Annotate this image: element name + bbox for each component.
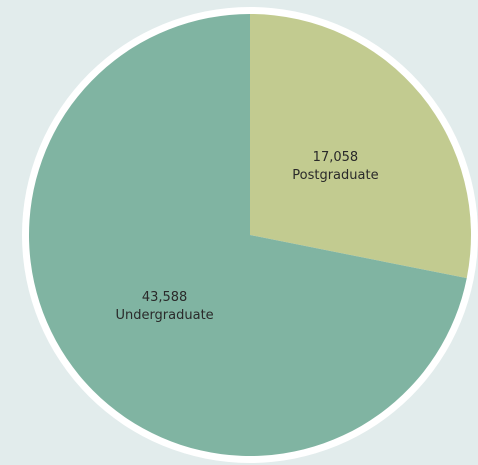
slice-value-label: 17,058 xyxy=(313,150,359,165)
pie-labels: 17,058 Postgraduate 43,588 Undergraduate xyxy=(115,150,378,323)
pie-slice-undergraduate xyxy=(28,14,467,456)
pie-slices xyxy=(28,14,472,456)
slice-category-label: Undergraduate xyxy=(115,308,213,323)
slice-category-label: Postgraduate xyxy=(292,168,378,183)
slice-value-label: 43,588 xyxy=(142,290,188,305)
pie-slice-postgraduate xyxy=(250,14,472,279)
